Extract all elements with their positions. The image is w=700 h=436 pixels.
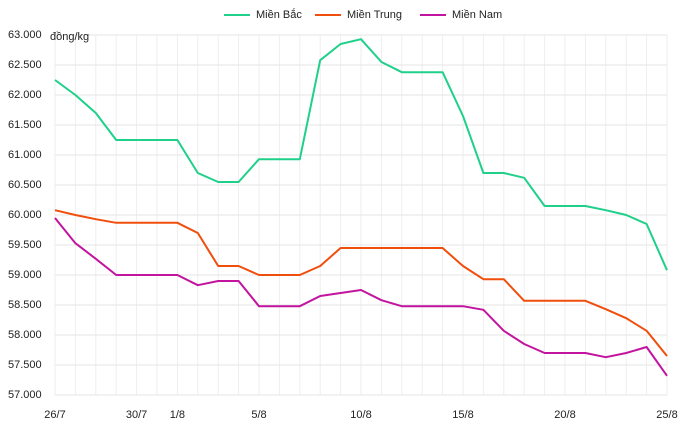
- x-tick-label: 10/8: [350, 409, 371, 421]
- legend-label: Miền Nam: [452, 9, 502, 21]
- series-line: [54, 38, 668, 271]
- y-tick-label: 57.500: [8, 359, 42, 371]
- x-tick-label: 30/7: [126, 409, 147, 421]
- y-tick-label: 60.500: [8, 179, 42, 191]
- y-tick-label: 63.000: [8, 29, 42, 41]
- y-tick-label: 58.500: [8, 299, 42, 311]
- y-tick-label: 62.500: [8, 59, 42, 71]
- series-line: [54, 217, 668, 377]
- x-tick-label: 20/8: [554, 409, 575, 421]
- y-tick-label: 57.000: [8, 389, 42, 401]
- y-tick-label: 61.500: [8, 119, 42, 131]
- y-unit: đồng/kg: [50, 31, 89, 43]
- legend-label: Miền Trung: [347, 9, 402, 21]
- x-tick-label: 15/8: [452, 409, 473, 421]
- x-tick-label: 5/8: [251, 409, 266, 421]
- y-tick-label: 59.500: [8, 239, 42, 251]
- y-tick-label: 60.000: [8, 209, 42, 221]
- legend-label: Miền Bắc: [256, 8, 302, 21]
- x-tick-label: 25/8: [656, 409, 677, 421]
- y-tick-label: 59.000: [8, 269, 42, 281]
- series-line: [54, 209, 668, 357]
- y-tick-label: 58.000: [8, 329, 42, 341]
- y-tick-label: 62.000: [8, 89, 42, 101]
- x-tick-label: 26/7: [44, 409, 65, 421]
- x-tick-label: 1/8: [170, 409, 185, 421]
- y-tick-label: 61.000: [8, 149, 42, 161]
